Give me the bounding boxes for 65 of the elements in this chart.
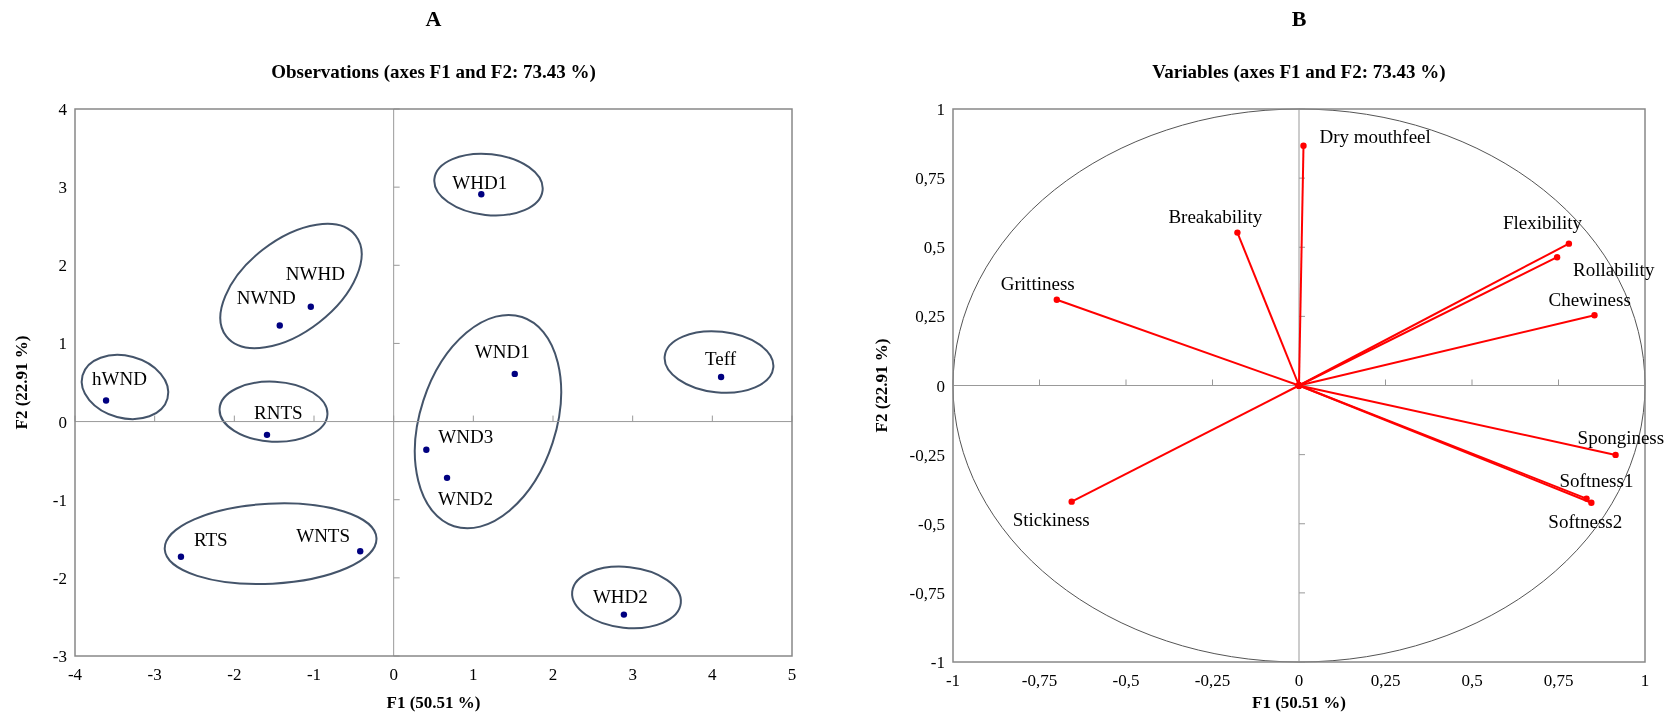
x-tick-label: 0: [389, 665, 398, 684]
series-label: Chewiness: [1548, 289, 1631, 311]
x-tick-label: -0,75: [1021, 671, 1058, 690]
x-tick-label: -0,25: [1194, 671, 1231, 690]
y-tick-label: -2: [52, 568, 67, 588]
series-label: Softness1: [1559, 469, 1634, 491]
y-tick-label: 4: [58, 100, 68, 119]
annotation: hWND: [92, 368, 147, 390]
x-axis-title: F1 (50.51 %): [386, 693, 481, 712]
y-tick-label: 0: [936, 376, 945, 396]
annotation: WND1: [474, 340, 530, 362]
series-label: Grittiness: [1000, 272, 1075, 294]
y-tick-label: 0,25: [915, 307, 945, 327]
series-label: Softness2: [1548, 510, 1623, 532]
annotation: RNTS: [254, 401, 303, 423]
y-tick-label: 2: [58, 256, 67, 276]
chart-subtitle: Observations (axes F1 and F2: 73.43 %): [271, 61, 596, 83]
annotation: WHD1: [452, 172, 508, 194]
x-tick-label: 4: [708, 665, 718, 684]
x-tick-label: -4: [67, 665, 83, 684]
series-label: Stickiness: [1012, 508, 1090, 530]
chart-subtitle: Variables (axes F1 and F2: 73.43 %): [1152, 61, 1446, 83]
x-tick-label: 0,25: [1370, 671, 1401, 690]
annotation: Teff: [705, 348, 737, 370]
y-tick-label: 1: [58, 334, 67, 354]
x-tick-label: 1: [469, 665, 478, 684]
y-tick-label: -0,25: [909, 445, 945, 465]
series-label: Dry mouthfeel: [1319, 125, 1431, 147]
y-tick-label: -3: [52, 647, 67, 666]
x-tick-label: 3: [628, 665, 637, 684]
y-tick-label: -1: [930, 653, 945, 672]
annotation: NWND: [236, 287, 296, 309]
x-tick-label: 1: [1640, 671, 1650, 690]
x-tick-label: 0,5: [1461, 671, 1483, 690]
annotation: NWHD: [285, 262, 345, 284]
y-tick-label: 3: [58, 178, 67, 198]
y-axis-title: F2 (22.91 %): [872, 338, 891, 433]
x-tick-label: 0: [1294, 671, 1304, 690]
x-tick-label: 5: [787, 665, 797, 684]
x-tick-label: -0,5: [1112, 671, 1140, 690]
y-axis-title: F2 (22.91 %): [12, 335, 31, 430]
chart-title: A: [425, 6, 442, 31]
annotation: WND3: [438, 425, 494, 447]
series-label: Breakability: [1168, 205, 1263, 227]
annotation: WND2: [438, 487, 493, 509]
annotation: WNTS: [296, 525, 351, 547]
series-label: Sponginess: [1577, 426, 1665, 448]
annotation: WHD2: [592, 585, 648, 607]
x-tick-label: -3: [147, 665, 162, 684]
series-label: Rollability: [1573, 259, 1655, 281]
y-tick-label: -0,5: [918, 514, 945, 534]
x-tick-label: -1: [306, 665, 322, 684]
y-tick-label: -0,75: [909, 583, 945, 603]
y-tick-label: -1: [52, 490, 67, 510]
annotation: RTS: [193, 528, 228, 550]
x-tick-label: -2: [227, 665, 242, 684]
y-tick-label: 0: [58, 412, 67, 432]
x-tick-label: 0,75: [1543, 671, 1574, 690]
y-tick-label: 0,75: [915, 169, 945, 189]
x-tick-label: 2: [548, 665, 558, 684]
series-label: Flexibility: [1502, 211, 1583, 233]
x-axis-title: F1 (50.51 %): [1252, 693, 1346, 712]
y-tick-label: 1: [936, 100, 945, 119]
chart-title: B: [1291, 6, 1307, 31]
y-tick-label: 0,5: [923, 238, 945, 258]
